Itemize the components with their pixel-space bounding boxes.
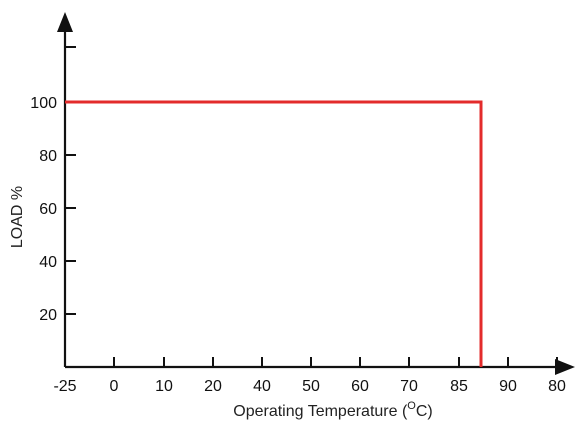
y-axis-arrow-icon [57,12,73,32]
y-tick-label: 20 [39,307,57,324]
x-tick-label: 90 [499,378,517,395]
x-tick-label: 85 [450,378,468,395]
x-ticks: -25 0 10 20 40 50 60 70 85 90 80 [53,357,566,395]
x-tick-label: 60 [351,378,369,395]
axes [57,12,575,375]
x-tick-label: 50 [302,378,320,395]
series-line [65,100,483,367]
x-axis-title-main: Operating Temperature ( [233,403,408,420]
x-axis-title-degree: O [407,400,416,412]
series-group [65,100,483,367]
x-tick-label: 10 [155,378,173,395]
x-tick-label: 80 [548,378,566,395]
y-tick-label: 100 [30,95,57,112]
x-tick-label: 40 [253,378,271,395]
x-tick-label: 70 [400,378,418,395]
x-axis-arrow-icon [555,359,575,375]
y-tick-label: 80 [39,148,57,165]
y-axis-title: LOAD % [9,186,26,248]
y-ticks: 20 40 60 80 100 [30,46,76,324]
x-tick-label: 0 [110,378,119,395]
x-axis-title: Operating Temperature (OC) [233,400,432,420]
y-tick-label: 60 [39,201,57,218]
x-tick-label: 20 [204,378,222,395]
x-axis-title-unit: C) [416,403,433,420]
y-tick-label: 40 [39,254,57,271]
x-tick-label: -25 [53,378,76,395]
